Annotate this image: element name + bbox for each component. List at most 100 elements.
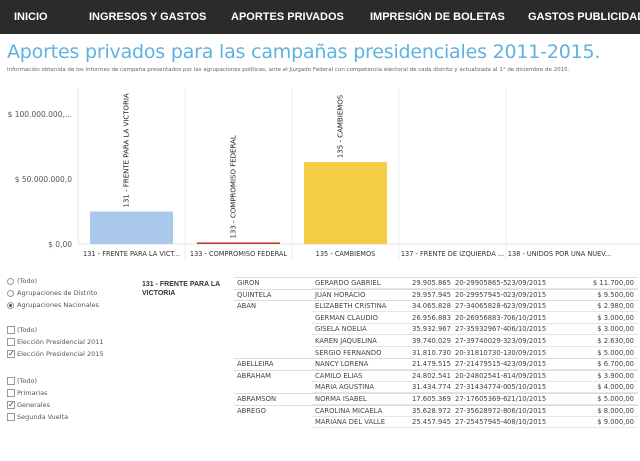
bar-data-label: 131 - FRENTE PARA LA VICTORIA [123,93,131,207]
cell-cuit: 27-35628972-8 [455,406,508,415]
bar [197,242,280,244]
row-separator [312,288,638,289]
cell-monto: $ 3.900,00 [597,371,634,380]
nav-inicio[interactable]: INICIO [14,11,48,23]
cell-apellido: QUINTELA [237,290,272,299]
cell-nombre: GERMAN CLAUDIO [315,313,378,322]
cell-cuit: 27-39740029-3 [455,337,508,345]
cell-cuit: 27-21479515-4 [455,360,508,369]
radio-label: (Todo) [17,277,38,285]
cell-fecha: 06/10/2015 [507,325,547,334]
row-group-separator [234,277,638,278]
checkbox-label: (Todo) [17,326,38,334]
cell-dni: 25.457.945 [412,418,451,427]
cell-apellido: ABAN [237,302,257,311]
table-row: QUINTELA JUAN HORACIO 29.957.945 20-2995794… [234,288,638,301]
row-group-separator [234,288,638,290]
row-separator [312,427,638,429]
cell-cuit: 20-31810730-1 [455,348,508,357]
row-separator [312,322,638,324]
checkbox-icon[interactable]: ✓ [7,349,15,358]
page-title: Aportes privados para las campañas presi… [7,41,601,63]
row-group-separator [234,404,638,406]
checkbox-icon[interactable] [7,326,15,334]
cell-dni: 29.957.945 [412,290,451,299]
cell-monto: $ 9.500,00 [597,290,634,299]
table-row: ABELLEIRA NANCY LORENA 21.479.515 27-214795… [234,358,638,371]
cell-dni: 24.802.541 [412,371,451,380]
bar [304,162,387,244]
table-row: GERMAN CLAUDIO 26.956.883 20-26956883-7 06/… [234,312,638,324]
row-group-separator [234,358,638,360]
checkbox-icon[interactable] [7,377,15,385]
cell-fecha: 08/10/2015 [507,418,547,427]
row-separator [312,311,638,313]
cell-cuit: 20-26956883-7 [455,313,508,322]
table-row: ABAN ELIZABETH CRISTINA 34.065.828 27-34065… [234,300,638,313]
row-separator [312,415,638,417]
cell-dni: 31.810.730 [412,348,451,357]
cell-fecha: 23/09/2015 [507,337,547,345]
table-row: SERGIO FERNANDO 31.810.730 20-31810730-1 30… [234,347,638,359]
checkbox-icon[interactable] [7,389,15,397]
table-row: GIRON GERARDO GABRIEL 29.905.865 20-2990586… [234,277,638,289]
x-tick-label: 137 - FRENTE DE IZQUIERDA ... [401,250,504,258]
cell-nombre: MARIANA DEL VALLE [315,418,385,427]
cell-nombre: CAROLINA MICAELA [315,406,383,415]
x-tick-label: 133 - COMPROMISO FEDERAL [190,250,288,258]
cell-apellido: ABRAMSON [237,395,277,403]
nav-impresion-boletas[interactable]: IMPRESIÓN DE BOLETAS [370,11,505,23]
cell-cuit: 27-35932967-4 [455,325,508,334]
radio-label: Agrupaciones Nacionales [17,301,99,309]
bar-data-label: 135 - CAMBIEMOS [337,94,345,158]
cell-monto: $ 9.000,00 [597,418,634,427]
cell-nombre: GISELA NOELIA [315,325,367,334]
checkbox-icon[interactable] [7,338,15,346]
cell-cuit: 20-29957945-0 [455,290,508,299]
table-group-title: 131 - FRENTE PARA LA VICTORIA [142,281,220,297]
bar-data-label: 133 - COMPROMISO FEDERAL [230,135,238,238]
y-tick-label: $ 50.000.000,0 [15,175,72,184]
radio-icon[interactable] [7,290,14,297]
cell-cuit: 20-29905865-5 [455,279,508,287]
cell-monto: $ 11.700,00 [592,279,634,287]
nav-ingresos-gastos[interactable]: INGRESOS Y GASTOS [89,11,207,23]
cell-monto: $ 3.000,00 [597,313,634,322]
checkbox-icon[interactable] [7,413,15,421]
cell-fecha: 21/10/2015 [507,395,547,403]
table-row: GISELA NOELIA 35.932.967 27-35932967-4 06/1… [234,323,638,336]
table-row: ABREGO CAROLINA MICAELA 35.628.972 27-35628… [234,404,638,417]
cell-fecha: 23/09/2015 [507,360,547,369]
cell-fecha: 23/09/2015 [507,279,547,287]
cell-fecha: 06/10/2015 [507,406,547,415]
cell-nombre: NANCY LORENA [315,360,369,369]
cell-dni: 21.479.515 [412,360,451,369]
cell-monto: $ 3.000,00 [597,325,634,334]
row-separator [312,392,638,394]
checkbox-icon[interactable]: ✓ [7,400,15,409]
cell-monto: $ 8.000,00 [597,406,634,415]
row-group-separator [234,393,638,394]
nav-gastos-publicidad[interactable]: GASTOS PUBLICIDAD [528,11,640,23]
checkbox-label: Segunda Vuelta [17,413,69,421]
cell-nombre: SERGIO FERNANDO [315,348,382,357]
radio-icon[interactable] [7,302,14,309]
x-tick-label: 131 - FRENTE PARA LA VICT... [83,250,180,258]
checkbox-label: Elección Presidencial 2011 [17,338,104,346]
cell-dni: 17.605.369 [412,395,451,403]
x-tick-label: 138 - UNIDOS POR UNA NUEV... [508,250,612,258]
cell-cuit: 27-31434774-0 [455,383,508,392]
row-separator [312,334,638,336]
checkbox-label: Elección Presidencial 2015 [17,350,104,358]
cell-monto: $ 5.000,00 [597,395,634,403]
cell-cuit: 20-24802541-8 [455,371,508,380]
table-row: ABRAHAM CAMILO ELIAS 24.802.541 20-24802541… [234,369,638,382]
radio-icon[interactable] [7,278,14,285]
top-nav: INICIO INGRESOS Y GASTOS APORTES PRIVADO… [0,0,640,34]
cell-apellido: ABREGO [237,406,266,415]
page-subtitle: Información obtenida de los informes de … [7,67,570,73]
nav-aportes-privados[interactable]: APORTES PRIVADOS [231,11,344,23]
table-row: MARIANA DEL VALLE 25.457.945 27-25457945-4… [234,416,638,429]
bar [90,211,173,244]
checkbox-label: Generales [17,401,51,409]
